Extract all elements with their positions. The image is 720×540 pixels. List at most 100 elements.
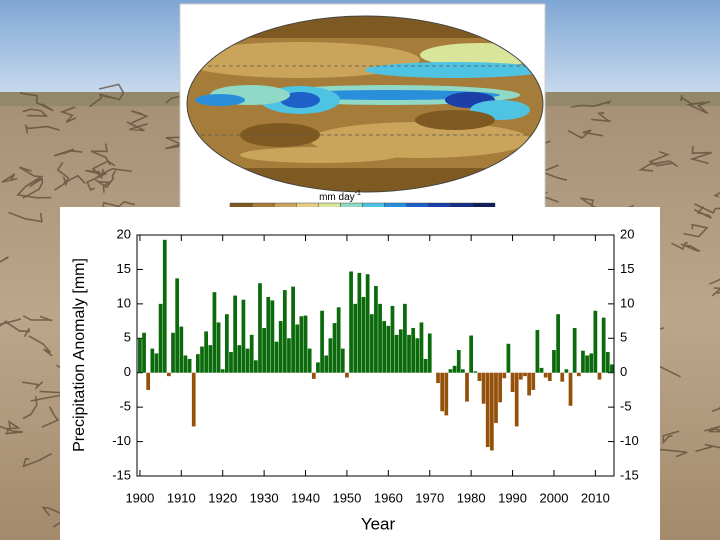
crack (680, 94, 696, 106)
y-tick-label: -15 (112, 467, 131, 482)
crack (7, 322, 30, 337)
bar (324, 355, 329, 373)
bar (237, 345, 242, 373)
y-tick-label: 5 (124, 330, 131, 345)
bar (295, 324, 300, 373)
crack (28, 335, 53, 357)
bar (357, 272, 362, 373)
bar (461, 369, 465, 373)
bar (365, 274, 370, 373)
bar (419, 322, 424, 373)
bar (427, 333, 432, 373)
bar (311, 372, 316, 379)
bar (436, 372, 440, 384)
crack (89, 93, 119, 108)
crack (0, 256, 9, 263)
bar (303, 315, 308, 373)
bar (340, 348, 345, 373)
bar (494, 372, 498, 423)
y-axis-label: Precipitation Anomaly [mm] (71, 258, 88, 452)
crack (22, 315, 53, 322)
bar (585, 355, 589, 373)
bar (576, 372, 581, 377)
crack (22, 452, 53, 468)
bar (336, 307, 341, 373)
bar (552, 349, 556, 373)
bar (208, 345, 213, 373)
bar (266, 296, 271, 373)
bar (568, 372, 573, 406)
bar (382, 321, 387, 373)
bar (167, 372, 171, 377)
x-tick-label: 1920 (208, 490, 237, 505)
bar (249, 334, 254, 373)
crack (704, 425, 720, 433)
y-tick-label-right: 10 (620, 295, 634, 310)
crack (24, 123, 60, 134)
bar (452, 365, 457, 373)
bar (403, 303, 407, 373)
crack (711, 405, 720, 413)
crack (90, 143, 111, 166)
bar (564, 369, 569, 373)
bar (514, 372, 519, 427)
bar (204, 331, 209, 373)
x-tick-label: 2010 (581, 490, 610, 505)
crack (18, 166, 44, 186)
bar (531, 372, 536, 390)
bar (481, 372, 486, 404)
y-tick-label-right: 15 (620, 261, 634, 276)
bar (423, 358, 428, 373)
bar (224, 314, 229, 373)
bar (572, 327, 577, 373)
y-tick-label: -5 (119, 399, 131, 414)
bar (593, 310, 598, 373)
crack (94, 170, 117, 189)
y-tick-label: 20 (117, 226, 131, 241)
bar (262, 327, 266, 373)
bar (518, 372, 523, 380)
bar (179, 326, 184, 373)
y-tick-label-right: -10 (620, 433, 639, 448)
bar (369, 314, 374, 373)
bar (597, 372, 602, 380)
crack (126, 121, 148, 132)
bar (287, 338, 291, 373)
map-inset: mm day-1 1234567891011 (179, 3, 546, 227)
bar (556, 314, 560, 373)
bar (469, 335, 474, 373)
x-axis-label: Year (361, 514, 396, 533)
x-tick-label: 1940 (291, 490, 320, 505)
bar (560, 372, 565, 382)
bar (282, 290, 287, 373)
crack (0, 425, 23, 435)
bar (212, 292, 217, 373)
crack (680, 243, 702, 252)
bar (171, 332, 175, 373)
crack (6, 420, 21, 435)
bar (535, 330, 540, 373)
y-tick-label-right: 5 (620, 330, 627, 345)
bar (506, 343, 511, 373)
bar (345, 372, 349, 378)
bar (191, 372, 196, 427)
bar (394, 334, 399, 373)
bar (291, 286, 295, 373)
bar (258, 283, 262, 373)
bar (539, 367, 544, 373)
crack (99, 181, 112, 193)
x-tick-label: 1910 (167, 490, 196, 505)
bar (547, 372, 552, 381)
x-tick-label: 1900 (125, 490, 154, 505)
crack (53, 148, 83, 157)
bar (353, 303, 358, 373)
crack (59, 106, 77, 123)
bar (316, 362, 320, 373)
bar (154, 353, 159, 373)
x-tick-label: 1950 (332, 490, 361, 505)
x-tick-label: 1990 (498, 490, 527, 505)
bar (332, 323, 337, 373)
bar (196, 354, 200, 373)
bar (398, 329, 403, 373)
